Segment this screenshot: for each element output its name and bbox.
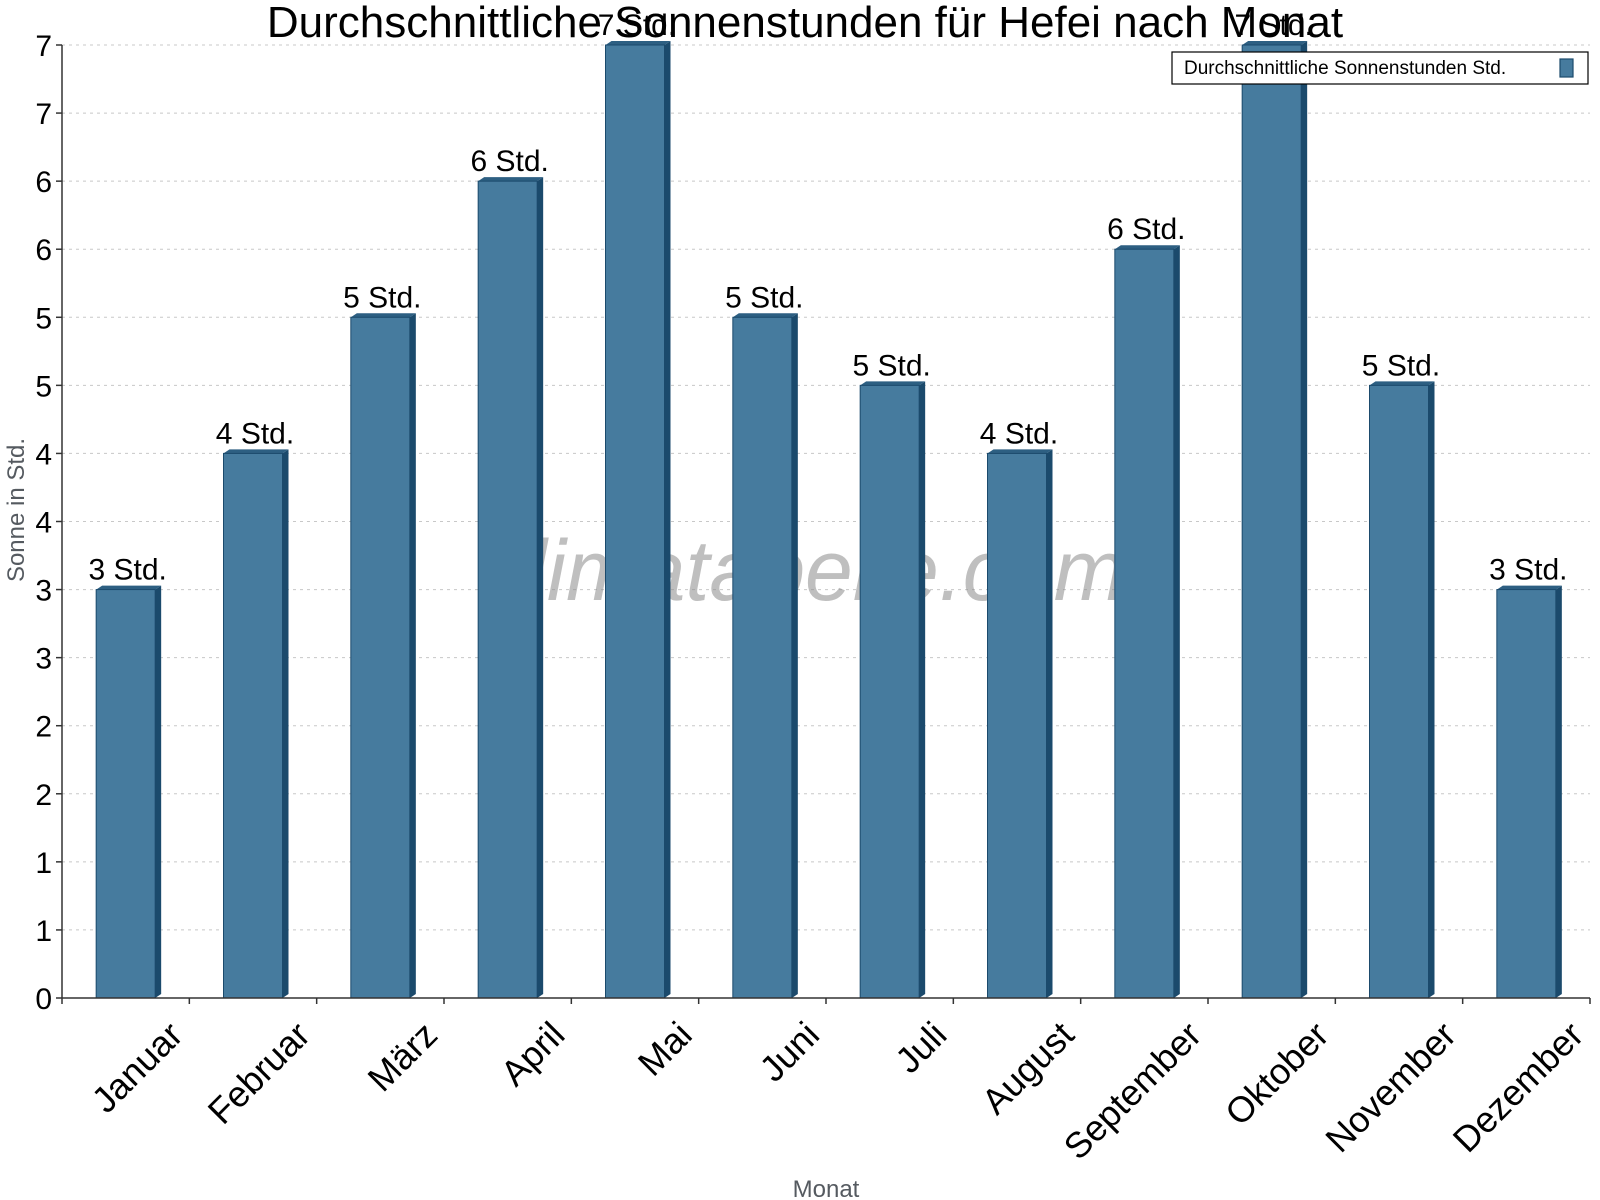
- bar-side: [791, 313, 798, 998]
- y-axis-label: Sonne in Std.: [3, 438, 30, 582]
- bar: [1114, 248, 1175, 999]
- legend-swatch: [1559, 58, 1574, 78]
- bar: [1496, 589, 1557, 999]
- x-tick-label: Juli: [887, 1014, 954, 1081]
- bar-top: [1496, 585, 1562, 590]
- grid: [62, 44, 1590, 931]
- y-tick-label: 0: [35, 983, 52, 1016]
- bar-side: [537, 177, 544, 999]
- x-tick-label: Dezember: [1445, 1014, 1591, 1160]
- bar: [223, 452, 283, 999]
- x-tick-label: Juni: [751, 1014, 827, 1090]
- legend-label: Durchschnittliche Sonnenstunden Std.: [1184, 58, 1506, 79]
- y-tick-label: 1: [35, 915, 52, 948]
- x-tick-label: März: [360, 1014, 446, 1100]
- bar-top: [605, 41, 671, 45]
- data-label: 5 Std.: [852, 349, 930, 382]
- y-tick-label: 3: [35, 643, 52, 676]
- data-label: 6 Std.: [470, 145, 548, 178]
- data-label: 7 Std.: [1234, 9, 1312, 42]
- bars: 3 Std. 4 Std. 5 Std. 6 Std. 7 Std. 5 Std. 5 St…: [88, 9, 1568, 999]
- bar-side: [664, 41, 671, 998]
- bar-top: [350, 313, 416, 318]
- x-tick-label: Oktober: [1217, 1014, 1337, 1134]
- y-tick-label: 4: [35, 507, 52, 540]
- y-tick-label: 1: [35, 847, 52, 880]
- bar-juni: [732, 313, 798, 999]
- data-label: 5 Std.: [1362, 349, 1440, 382]
- y-tick-label: 7: [35, 98, 52, 131]
- data-label: 5 Std.: [343, 281, 421, 314]
- bar: [859, 384, 920, 999]
- bar-side: [1428, 381, 1435, 998]
- bar-dezember: [1496, 585, 1562, 999]
- bar: [95, 589, 156, 999]
- bar-januar: [95, 585, 162, 999]
- bar: [477, 180, 538, 999]
- legend: Durchschnittliche Sonnenstunden Std.: [1171, 51, 1589, 85]
- bar: [732, 316, 793, 999]
- bar-november: [1369, 381, 1435, 999]
- bar-top: [96, 585, 162, 590]
- x-tick-label: November: [1317, 1014, 1463, 1160]
- data-label: 4 Std.: [980, 417, 1058, 450]
- bar-top: [987, 449, 1053, 454]
- bar: [987, 452, 1047, 999]
- y-tick-label: 5: [35, 302, 52, 335]
- bar-top: [1369, 381, 1435, 386]
- bar-side: [1046, 449, 1053, 998]
- y-tick-label: 5: [35, 370, 52, 403]
- bar: [605, 44, 665, 999]
- y-tick-label: 4: [35, 438, 52, 471]
- bar-top: [1114, 245, 1180, 250]
- bar-februar: [223, 449, 289, 999]
- bar-mai: [605, 41, 671, 999]
- x-tick-label: Februar: [200, 1014, 318, 1132]
- y-tick-label: 6: [35, 166, 52, 199]
- x-tick-label: Mai: [630, 1014, 700, 1084]
- data-label: 4 Std.: [216, 417, 294, 450]
- bar-side: [1301, 41, 1308, 998]
- bar-top: [223, 449, 289, 454]
- data-label: 5 Std.: [725, 281, 803, 314]
- y-tick-label: 2: [35, 711, 52, 744]
- bar-top: [732, 313, 798, 318]
- data-label: 7 Std.: [598, 9, 676, 42]
- bar-side: [1555, 585, 1562, 998]
- x-tick-label: April: [492, 1014, 572, 1094]
- bar: [1369, 384, 1429, 999]
- data-label: 3 Std.: [1489, 554, 1567, 587]
- x-tick-label: Januar: [84, 1014, 191, 1121]
- bar-top: [860, 381, 926, 386]
- x-axis-label: Monat: [793, 1176, 860, 1200]
- bar-side: [919, 381, 926, 998]
- bar-top: [1242, 41, 1308, 45]
- y-tick-label: 3: [35, 575, 52, 608]
- x-tick-label: September: [1056, 1014, 1210, 1168]
- x-tick-label: August: [974, 1014, 1082, 1122]
- bar: [1241, 44, 1302, 999]
- bar-märz: [350, 313, 416, 999]
- bar-side: [155, 585, 162, 998]
- bar-september: [1114, 245, 1180, 999]
- y-tick-label: 7: [35, 30, 52, 63]
- y-tick-label: 6: [35, 234, 52, 267]
- data-label: 6 Std.: [1107, 213, 1185, 246]
- data-label: 3 Std.: [88, 554, 166, 587]
- bar-august: [987, 449, 1053, 999]
- chart-title: Durchschnittliche Sonnenstunden für Hefe…: [267, 0, 1343, 47]
- bar-side: [282, 449, 289, 998]
- bar-oktober: [1241, 41, 1308, 999]
- bar-side: [409, 313, 416, 998]
- bar-top: [478, 177, 544, 182]
- bar: [350, 316, 411, 999]
- y-tick-label: 2: [35, 779, 52, 812]
- bar-side: [1173, 245, 1180, 998]
- bar-april: [477, 177, 544, 999]
- legend-box: [1171, 51, 1589, 85]
- bar-juli: [859, 381, 926, 999]
